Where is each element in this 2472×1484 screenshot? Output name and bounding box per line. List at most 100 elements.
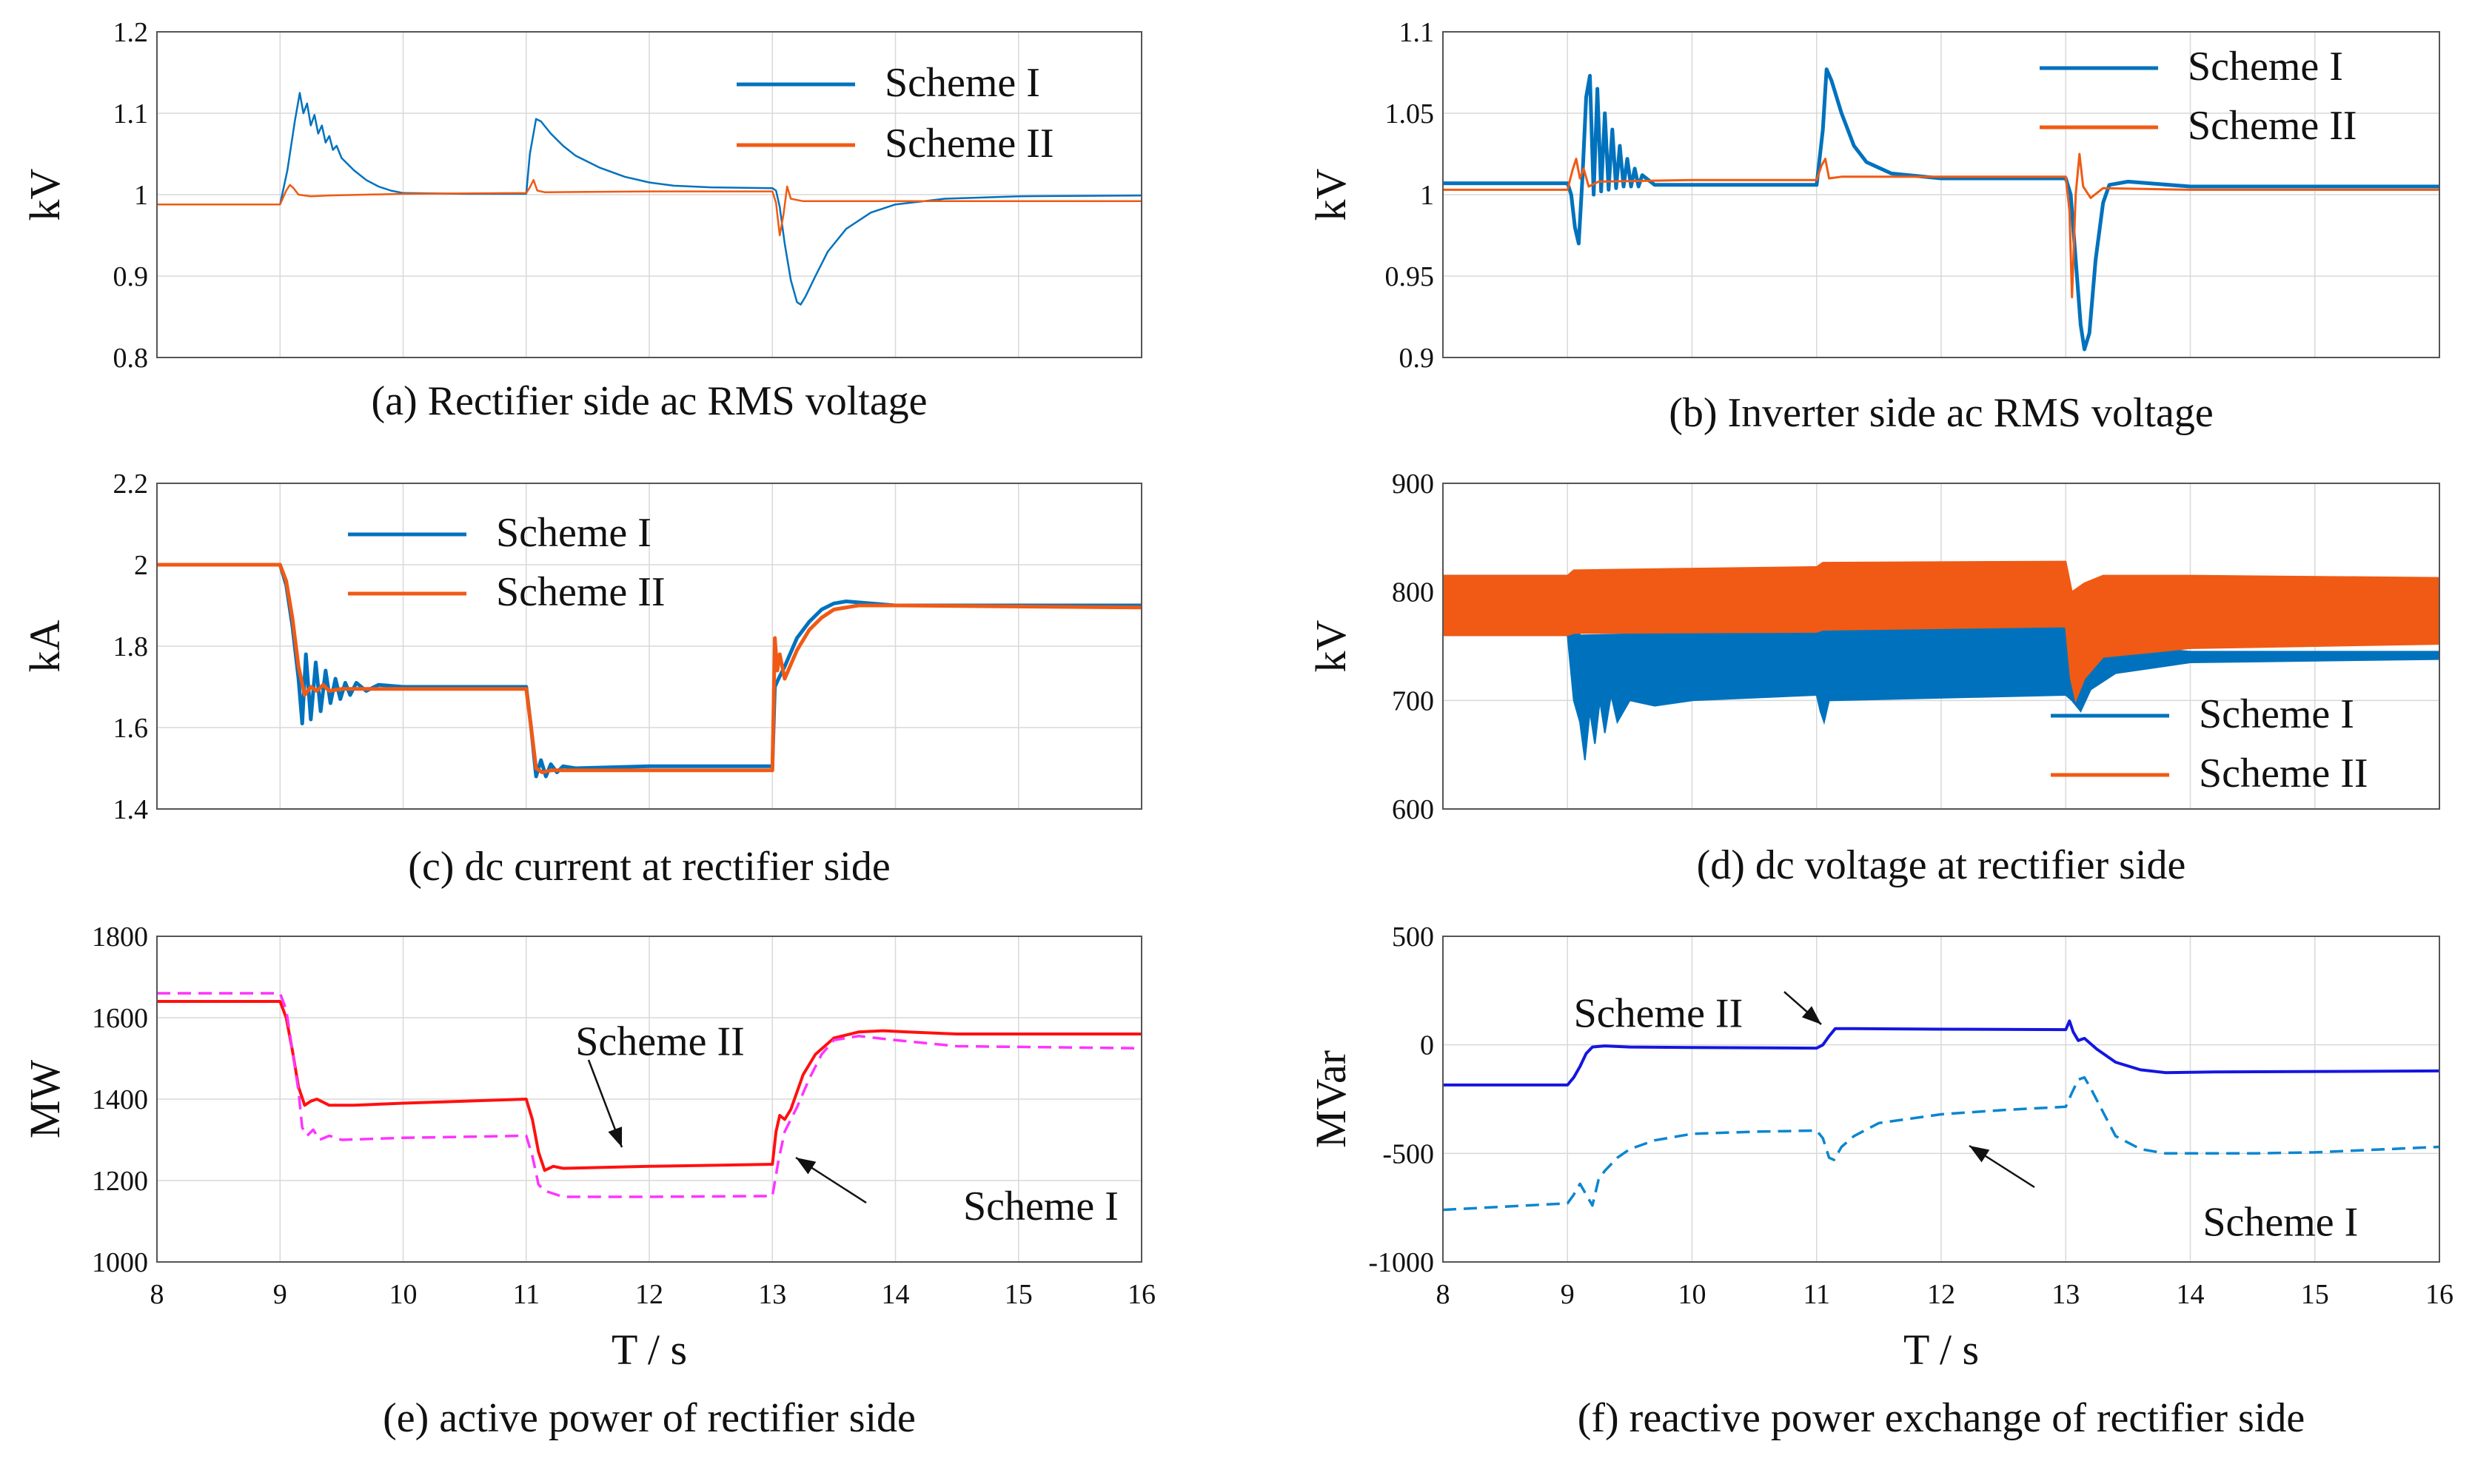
annotation-arrow-e-scheme-ii-head — [608, 1127, 623, 1147]
y-tick-label: 1.4 — [113, 794, 149, 825]
series-line-scheme-i — [157, 992, 1142, 1198]
x-tick-label: 11 — [1803, 1279, 1830, 1310]
chart-caption: (d) dc voltage at rectifier side — [1697, 842, 2186, 888]
plot-area — [157, 92, 1142, 306]
plot-frame — [1442, 936, 2440, 1263]
y-tick-label: 2 — [134, 550, 148, 581]
annotation-arrow-e-scheme-i-head — [796, 1158, 817, 1175]
x-tick-label: 15 — [2301, 1279, 2329, 1310]
plot-area — [157, 563, 1142, 779]
plot-area — [157, 992, 1142, 1198]
y-tick-label: 800 — [1392, 577, 1434, 608]
legend-label: Scheme II — [2199, 751, 2368, 796]
y-tick-label: 2.2 — [113, 469, 149, 500]
y-tick-label: 1600 — [92, 1003, 148, 1034]
plot-frame — [156, 31, 1142, 358]
y-axis-label: kA — [21, 620, 69, 672]
x-tick-label: 13 — [2051, 1279, 2080, 1310]
legend-label: Scheme II — [496, 569, 666, 615]
chart-caption: (b) Inverter side ac RMS voltage — [1669, 390, 2214, 436]
y-tick-label: -500 — [1382, 1138, 1434, 1169]
y-tick-label: 1.1 — [1399, 17, 1435, 48]
legend-label: Scheme I — [2199, 691, 2354, 737]
y-tick-label: 0.8 — [113, 343, 149, 374]
x-tick-label: 12 — [635, 1279, 663, 1310]
chart-panel-b: 0.9 0.95 1 1.05 1.1 kV (b) Inverter side ac RM… — [1307, 17, 2440, 436]
y-tick-label: 500 — [1392, 921, 1434, 953]
x-tick-label: 10 — [1678, 1279, 1706, 1310]
y-tick-label: 900 — [1392, 469, 1434, 500]
annotation-label: Scheme II — [575, 1018, 745, 1064]
plot-frame — [1442, 483, 2440, 810]
y-tick-label: 1800 — [92, 921, 148, 953]
y-tick-label: 1 — [1420, 180, 1434, 211]
series-line-scheme-ii — [1443, 1019, 2439, 1087]
annotation-label: Scheme II — [1574, 991, 1744, 1037]
y-tick-label: 1.1 — [113, 98, 149, 130]
series-line-scheme-i — [1443, 67, 2439, 352]
x-tick-label: 16 — [2425, 1279, 2453, 1310]
y-tick-label: 1.05 — [1385, 98, 1435, 130]
y-tick-label: 1.8 — [113, 631, 149, 662]
series-line-scheme-ii — [157, 178, 1142, 237]
plot-frame — [1442, 31, 2440, 358]
y-tick-label: 1.6 — [113, 713, 149, 744]
x-tick-label: 10 — [389, 1279, 418, 1310]
x-tick-label: 15 — [1005, 1279, 1033, 1310]
legend-label: Scheme II — [2188, 103, 2357, 149]
series-band-scheme-ii — [1443, 560, 2439, 703]
x-axis-label: T / s — [1903, 1326, 1979, 1374]
annotation-label: Scheme I — [963, 1183, 1119, 1229]
y-tick-label: 700 — [1392, 685, 1434, 716]
legend-label: Scheme I — [2188, 44, 2343, 90]
x-tick-label: 14 — [882, 1279, 910, 1310]
x-axis-label: T / s — [612, 1326, 687, 1374]
y-axis-label: kV — [21, 168, 69, 221]
annotation-arrow-f-scheme-ii-head — [1801, 1006, 1821, 1024]
chart-caption: (a) Rectifier side ac RMS voltage — [371, 378, 927, 424]
y-axis-label: MW — [21, 1060, 69, 1139]
chart-caption: (e) active power of rectifier side — [383, 1395, 916, 1441]
plot-area — [1443, 1019, 2439, 1212]
chart-caption: (c) dc current at rectifier side — [408, 844, 890, 890]
x-tick-label: 8 — [1436, 1279, 1450, 1310]
x-tick-label: 8 — [150, 1279, 164, 1310]
plot-frame — [156, 483, 1142, 810]
series-line-scheme-ii — [1443, 152, 2439, 299]
plot-frame — [156, 936, 1142, 1263]
series-line-scheme-i — [157, 92, 1142, 306]
chart-panel-d: 600 700 800 900 kV (d) dc voltage at rectifie… — [1307, 469, 2440, 888]
y-axis-label: kV — [1307, 620, 1355, 672]
plot-area — [1443, 67, 2439, 352]
y-tick-label: 1 — [134, 180, 148, 211]
legend-label: Scheme II — [885, 121, 1054, 167]
x-tick-label: 14 — [2177, 1279, 2205, 1310]
x-tick-label: 16 — [1128, 1279, 1156, 1310]
y-tick-label: 0 — [1420, 1030, 1434, 1061]
chart-panel-e: 1000 1200 1400 1600 1800 8 9 10 11 12 13 14 15 16 MW T … — [21, 921, 1156, 1441]
y-tick-label: 0.9 — [113, 261, 149, 292]
chart-caption: (f) reactive power exchange of rectifier… — [1578, 1395, 2305, 1441]
y-tick-label: -1000 — [1368, 1247, 1434, 1278]
x-tick-label: 12 — [1927, 1279, 1955, 1310]
y-tick-label: 0.9 — [1399, 343, 1435, 374]
chart-panel-a: 0.8 0.9 1 1.1 1.2 kV (a) Rectifier side ac RMS… — [21, 17, 1142, 424]
legend-label: Scheme I — [885, 60, 1040, 106]
plot-area — [1443, 560, 2439, 761]
annotation-arrow-f-scheme-i-head — [1969, 1146, 1990, 1163]
y-tick-label: 1000 — [92, 1247, 148, 1278]
x-tick-label: 9 — [273, 1279, 287, 1310]
y-tick-label: 1.2 — [113, 17, 149, 48]
series-line-scheme-ii — [157, 1000, 1142, 1172]
x-tick-label: 11 — [512, 1279, 540, 1310]
x-tick-label: 13 — [758, 1279, 786, 1310]
y-axis-label: MVar — [1307, 1050, 1355, 1148]
chart-panel-c: 1.4 1.6 1.8 2 2.2 kA (c) dc current at rectifi… — [21, 469, 1142, 890]
y-tick-label: 0.95 — [1385, 261, 1435, 292]
series-line-scheme-ii — [157, 563, 1142, 774]
y-tick-label: 1400 — [92, 1084, 148, 1115]
legend-label: Scheme I — [496, 510, 652, 556]
y-tick-label: 600 — [1392, 794, 1434, 825]
annotation-label: Scheme I — [2203, 1199, 2358, 1245]
